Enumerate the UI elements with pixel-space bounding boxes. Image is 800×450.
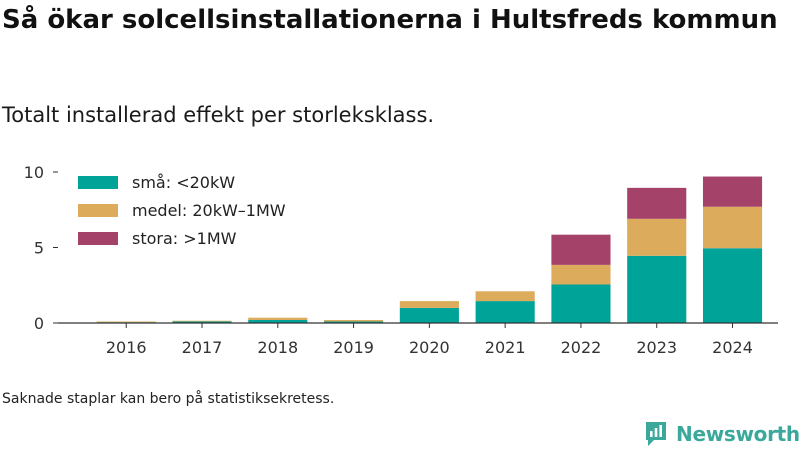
x-tick-label: 2018 — [257, 338, 298, 357]
bar-2019-series-0 — [324, 321, 384, 323]
x-axis-ticks: 2016 2017 2018 2019 2020 2021 2022 2023 2024 — [106, 323, 753, 357]
x-tick-label: 2017 — [182, 338, 223, 357]
footnote: Saknade staplar kan bero på statistiksek… — [2, 391, 335, 407]
bar-2021-series-1 — [475, 291, 535, 302]
bar-2022-series-2 — [551, 234, 611, 265]
x-tick-label: 2016 — [106, 338, 147, 357]
x-tick-label: 2023 — [636, 338, 677, 357]
bar-2016-series-1 — [96, 321, 156, 323]
legend-swatch — [78, 176, 118, 189]
bar-2021-series-0 — [475, 301, 535, 323]
brand-logo: Newsworthy — [644, 419, 800, 449]
chart-legend: små: <20kW medel: 20kW–1MW stora: >1MW — [68, 168, 308, 252]
bar-2017-series-0 — [172, 321, 232, 323]
legend-label: små: <20kW — [132, 173, 235, 192]
brand-name: Newsworthy — [676, 422, 800, 446]
x-tick-label: 2022 — [561, 338, 602, 357]
legend-label: medel: 20kW–1MW — [132, 201, 286, 220]
x-tick-label: 2021 — [485, 338, 526, 357]
bar-2024-series-2 — [702, 176, 763, 207]
bar-2020-series-0 — [399, 307, 459, 323]
bar-2024-series-0 — [702, 248, 763, 323]
stacked-bar-chart: 0 5 10 2016 2017 2018 2019 2020 2021 2022 2023 202… — [24, 163, 778, 357]
x-tick-label: 2020 — [409, 338, 450, 357]
bar-2023-series-2 — [627, 187, 687, 219]
bar-2018-series-1 — [248, 317, 308, 320]
chart-subtitle: Totalt installerad effekt per storlekskl… — [2, 103, 435, 127]
legend-swatch — [78, 204, 118, 217]
bar-2017-series-1 — [172, 320, 232, 322]
legend-label: stora: >1MW — [132, 229, 237, 248]
y-tick-label: 5 — [34, 239, 44, 258]
bar-2020-series-1 — [399, 301, 459, 308]
bar-2018-series-0 — [248, 319, 308, 323]
newsworthy-logo-icon — [646, 422, 666, 446]
bar-2023-series-0 — [627, 255, 687, 323]
y-tick-label: 0 — [34, 314, 44, 333]
bar-2024-series-1 — [702, 206, 763, 249]
bars-group — [96, 176, 763, 324]
x-tick-label: 2024 — [712, 338, 753, 357]
bar-2022-series-0 — [551, 284, 611, 323]
y-tick-label: 10 — [24, 163, 44, 182]
chart-title: Så ökar solcellsinstallationerna i Hults… — [2, 5, 778, 35]
bar-2023-series-1 — [627, 218, 687, 256]
bar-2019-series-1 — [324, 319, 384, 322]
legend-swatch — [78, 232, 118, 245]
bar-2022-series-1 — [551, 264, 611, 285]
x-tick-label: 2019 — [333, 338, 374, 357]
y-axis: 0 5 10 — [24, 163, 58, 333]
